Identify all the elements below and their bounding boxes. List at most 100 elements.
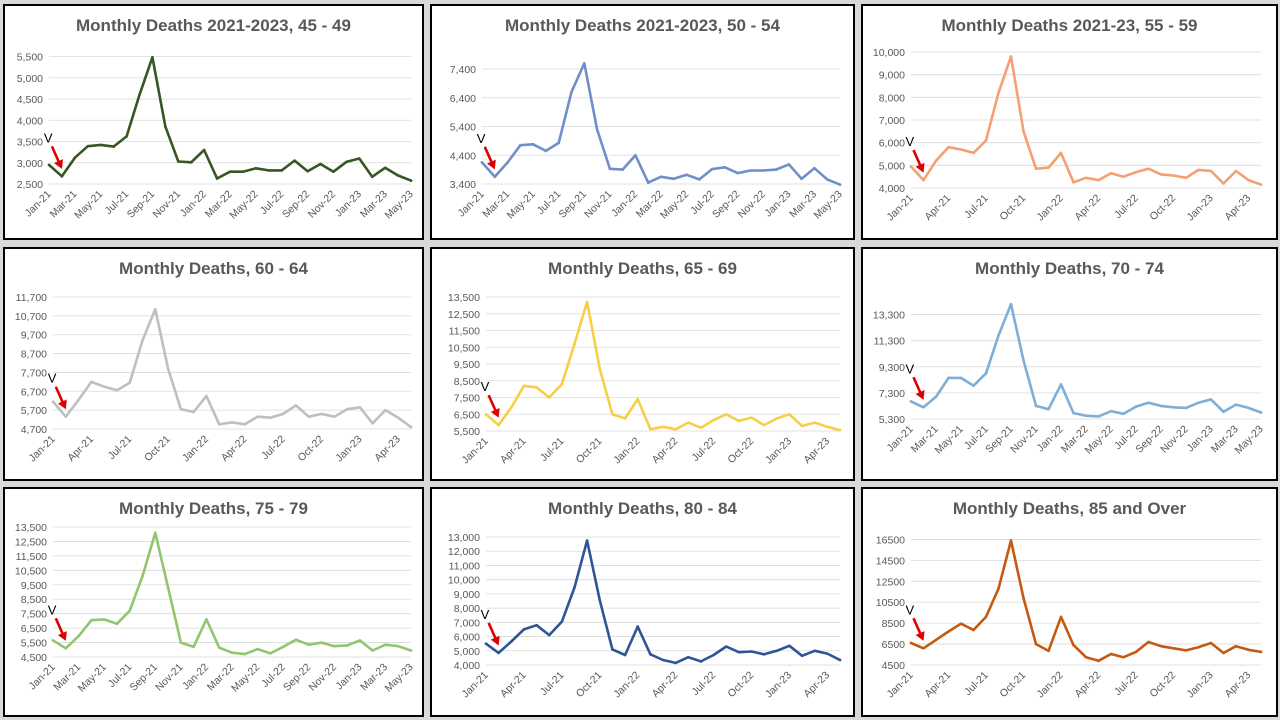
- x-tick-label: May-22: [227, 188, 260, 221]
- x-tick-label: Jan-22: [611, 669, 642, 700]
- data-point: [409, 179, 413, 182]
- data-point: [800, 177, 803, 181]
- y-tick-label: 13,000: [448, 532, 480, 544]
- x-tick-label: Apr-22: [1072, 669, 1103, 700]
- data-point: [320, 641, 323, 644]
- y-tick-label: 8,000: [879, 92, 905, 104]
- chart-title: Monthly Deaths, 60 - 64: [119, 259, 308, 278]
- y-tick-label: 5,000: [454, 646, 480, 658]
- y-tick-label: 7,000: [454, 617, 480, 629]
- data-point: [712, 653, 715, 657]
- y-tick-label: 3,000: [17, 158, 43, 170]
- x-tick-label: Oct-22: [725, 669, 756, 700]
- data-point: [724, 412, 728, 416]
- data-point: [972, 151, 975, 155]
- line-chart-50-54: 3,4004,4005,4006,4007,400Jan-21Mar-21May…: [450, 61, 845, 221]
- data-point: [396, 416, 400, 419]
- x-tick-label: Jan-21: [27, 433, 58, 464]
- data-point: [560, 620, 564, 623]
- data-point: [1009, 302, 1013, 306]
- y-tick-label: 6,500: [21, 623, 47, 635]
- data-point: [646, 181, 650, 184]
- x-tick-label: May-21: [72, 188, 105, 221]
- data-point: [115, 389, 119, 392]
- data-point: [281, 645, 285, 649]
- data-point: [997, 334, 1000, 337]
- data-point: [64, 415, 68, 419]
- y-tick-label: 5,000: [17, 73, 43, 85]
- data-point: [358, 639, 362, 642]
- data-point: [1059, 615, 1063, 619]
- x-tick-label: May-22: [1082, 423, 1115, 456]
- chart-title: Monthly Deaths 2021-2023, 45 - 49: [76, 16, 351, 35]
- data-point: [1234, 644, 1238, 648]
- x-tick-label: Oct-21: [574, 669, 605, 700]
- data-point: [710, 167, 714, 171]
- x-tick-label: Sep-21: [557, 188, 590, 221]
- data-point: [1159, 404, 1163, 408]
- x-tick-label: May-23: [382, 188, 415, 221]
- data-point: [934, 395, 938, 399]
- data-point: [737, 419, 741, 423]
- data-point: [557, 141, 561, 145]
- x-tick-label: Jan-21: [885, 669, 916, 700]
- data-point: [661, 658, 665, 662]
- data-point: [544, 149, 548, 153]
- v-marker-label: V: [906, 602, 915, 617]
- data-point: [674, 661, 677, 665]
- data-point: [826, 425, 829, 429]
- data-point: [573, 342, 576, 346]
- data-point: [371, 422, 374, 425]
- y-tick-label: 9,500: [454, 359, 480, 371]
- data-point: [153, 531, 157, 535]
- data-point: [519, 143, 522, 147]
- data-point: [179, 407, 183, 411]
- y-tick-label: 10,000: [873, 47, 905, 59]
- chart-panel-85-over: Monthly Deaths, 85 and Over 4500 6500 8500…: [861, 487, 1278, 717]
- chart-title: Monthly Deaths, 75 - 79: [119, 499, 308, 518]
- data-point: [166, 586, 170, 589]
- data-point: [547, 633, 551, 637]
- data-point: [1109, 409, 1113, 413]
- y-tick-label: 4,000: [879, 183, 905, 195]
- data-point: [141, 339, 144, 342]
- data-point: [215, 177, 219, 180]
- data-point: [972, 628, 975, 632]
- line-chart-65-69: 5,500 6,500 7,500 8,500 9,500 10,500 11,500 12,…: [448, 292, 842, 466]
- data-point: [102, 618, 106, 621]
- data-point: [922, 405, 925, 409]
- x-tick-label: Oct-22: [295, 433, 326, 464]
- data-point: [959, 376, 963, 380]
- y-tick-label: 6500: [882, 639, 906, 651]
- x-tick-label: Jul-21: [962, 192, 991, 221]
- data-point: [1197, 401, 1200, 404]
- data-point: [1097, 178, 1100, 182]
- data-point: [269, 652, 272, 655]
- data-point: [267, 169, 271, 172]
- data-point: [396, 644, 400, 648]
- data-point: [636, 625, 640, 628]
- data-point: [573, 586, 576, 589]
- data-point: [345, 407, 349, 411]
- data-point: [547, 396, 551, 399]
- data-point: [192, 645, 195, 649]
- data-point: [345, 644, 349, 647]
- y-tick-label: 5,000: [879, 160, 905, 172]
- data-point: [86, 144, 90, 148]
- y-tick-label: 5,500: [454, 426, 480, 438]
- x-tick-label: Apr-23: [1222, 192, 1253, 223]
- data-point: [1197, 168, 1200, 172]
- data-point: [217, 646, 221, 649]
- data-point: [762, 653, 766, 656]
- x-tick-label: May-21: [76, 661, 109, 694]
- data-point: [699, 426, 703, 429]
- x-tick-label: Apr-22: [650, 435, 681, 466]
- data-point: [947, 630, 950, 633]
- data-point: [217, 422, 221, 426]
- y-tick-label: 12,500: [448, 309, 480, 321]
- data-point: [77, 634, 80, 638]
- data-point: [947, 376, 950, 380]
- y-tick-label: 10,500: [15, 565, 47, 577]
- y-tick-label: 13,500: [448, 292, 480, 304]
- data-point: [230, 651, 234, 654]
